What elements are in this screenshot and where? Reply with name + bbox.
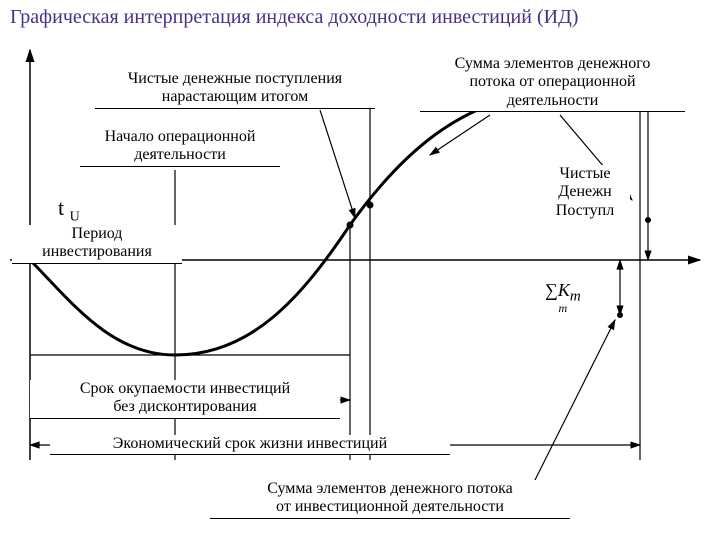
label-op-start: Начало операционнойдеятельности xyxy=(80,128,280,167)
label-npv: ЧистыеДенежнПоступл xyxy=(540,165,630,220)
label-op-sum: Сумма элементов денежногопотока от опера… xyxy=(420,55,685,112)
label-cum-cash: Чистые денежные поступлениянарастающим и… xyxy=(95,70,375,109)
label-payback: Срок окупаемости инвестицийбез дисконтир… xyxy=(30,380,340,419)
diagram-stage: Графическая интерпретация индекса доходн… xyxy=(0,0,720,540)
label-econ-life: Экономический срок жизни инвестиций xyxy=(50,435,450,455)
label-t-u: t U xyxy=(58,195,80,225)
label-km: ∑Kmm xyxy=(545,280,581,316)
page-title: Графическая интерпретация индекса доходн… xyxy=(10,6,578,29)
label-inv-period: Периодинвестирования xyxy=(12,225,182,264)
label-inv-sum: Сумма элементов денежного потокаот инвес… xyxy=(210,480,570,519)
